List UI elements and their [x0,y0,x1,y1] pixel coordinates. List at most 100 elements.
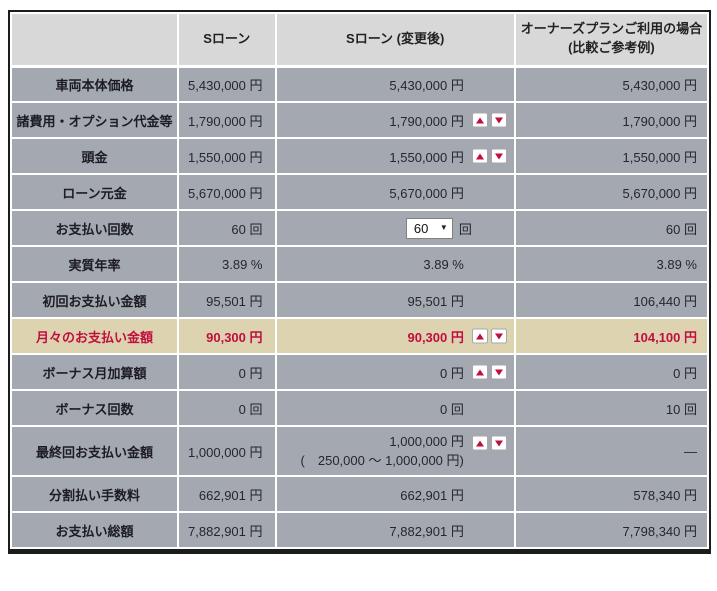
first-payment-owners: 106,440 円 [513,281,710,319]
row-label: 分割払い手数料 [10,475,179,513]
bonus-add-increase-button[interactable] [471,364,488,380]
row-label: 諸費用・オプション代金等 [10,101,179,139]
row-label: ボーナス月加算額 [10,353,179,391]
fees-decrease-button[interactable] [490,112,507,128]
row-label: ボーナス回数 [10,389,179,427]
installment-fee-changed: 662,901 円 [274,475,516,513]
stepper-group [471,112,507,128]
rate-owners: 3.89 % [513,245,710,283]
arrow-up-icon [475,333,484,339]
row-label: 初回お支払い金額 [10,281,179,319]
table-row-interest-rate: 実質年率 3.89 % 3.89 % 3.89 % [10,245,710,283]
fees-changed: 1,790,000 円 [274,101,516,139]
bonus-add-s-loan: 0 円 [176,353,277,391]
principal-changed: 5,670,000 円 [274,173,516,211]
down-payment-owners: 1,550,000 円 [513,137,710,175]
arrow-up-icon [475,117,484,123]
header-owners-line1: オーナーズプランご利用の場合 [520,21,703,37]
header-owners-plan: オーナーズプランご利用の場合 (比較ご参考例) [513,12,710,68]
header-empty-cell [10,12,179,68]
row-label: 車両本体価格 [10,65,179,103]
rate-changed: 3.89 % [274,245,516,283]
row-label: 最終回お支払い金額 [10,425,179,477]
monthly-decrease-button[interactable] [490,328,507,344]
total-owners: 7,798,340 円 [513,511,710,549]
monthly-changed-value: 90,300 円 [407,329,464,345]
payment-count-s-loan: 60 回 [176,209,277,247]
table-row-installment-fee: 分割払い手数料 662,901 円 662,901 円 578,340 円 [10,475,710,513]
bonus-add-changed-value: 0 円 [440,365,464,381]
installment-fee-s-loan: 662,901 円 [176,475,277,513]
rate-s-loan: 3.89 % [176,245,277,283]
payment-count-unit: 回 [458,221,472,237]
bonus-count-changed: 0 回 [274,389,516,427]
fees-s-loan: 1,790,000 円 [176,101,277,139]
table-row-loan-principal: ローン元金 5,670,000 円 5,670,000 円 5,670,000 … [10,173,710,211]
header-s-loan-changed: Sローン (変更後) [274,12,516,68]
down-payment-s-loan: 1,550,000 円 [176,137,277,175]
arrow-down-icon [494,117,503,123]
bonus-add-owners: 0 円 [513,353,710,391]
final-payment-decrease-button[interactable] [490,435,507,451]
fees-increase-button[interactable] [471,112,488,128]
bonus-add-changed: 0 円 [274,353,516,391]
bonus-count-s-loan: 0 回 [176,389,277,427]
payment-count-changed: 60 ▼ 回 [274,209,516,247]
principal-owners: 5,670,000 円 [513,173,710,211]
payment-count-select-value: 60 [413,220,429,236]
header-row: Sローン Sローン (変更後) オーナーズプランご利用の場合 (比較ご参考例) [10,12,710,68]
vehicle-price-changed: 5,430,000 円 [274,65,516,103]
table-row-total-payment: お支払い総額 7,882,901 円 7,882,901 円 7,798,340… [10,511,710,549]
monthly-s-loan: 90,300 円 [176,317,277,355]
monthly-changed: 90,300 円 [274,317,516,355]
fees-owners: 1,790,000 円 [513,101,710,139]
stepper-group [471,148,507,164]
table-row-monthly-payment-highlighted: 月々のお支払い金額 90,300 円 90,300 円 104,100 円 [10,317,710,355]
payment-count-select[interactable]: 60 ▼ [405,217,453,239]
header-owners-line2: (比較ご参考例) [568,40,655,56]
table-row-bonus-addition: ボーナス月加算額 0 円 0 円 0 円 [10,353,710,391]
row-label: 実質年率 [10,245,179,283]
table-row-first-payment: 初回お支払い金額 95,501 円 95,501 円 106,440 円 [10,281,710,319]
final-payment-changed: 1,000,000 円 ( 250,000 ～ 1,000,000 円) [274,425,516,477]
first-payment-s-loan: 95,501 円 [176,281,277,319]
row-label: お支払い回数 [10,209,179,247]
monthly-increase-button[interactable] [471,328,488,344]
chevron-down-icon: ▼ [439,223,448,232]
fees-changed-value: 1,790,000 円 [389,113,464,129]
monthly-owners: 104,100 円 [513,317,710,355]
arrow-down-icon [494,369,503,375]
table-row-payment-count: お支払い回数 60 回 60 ▼ 回 60 回 [10,209,710,247]
bonus-add-decrease-button[interactable] [490,364,507,380]
total-s-loan: 7,882,901 円 [176,511,277,549]
row-label: 月々のお支払い金額 [10,317,179,355]
header-s-loan: Sローン [176,12,277,68]
down-payment-changed-value: 1,550,000 円 [389,149,464,165]
table-row-vehicle-price: 車両本体価格 5,430,000 円 5,430,000 円 5,430,000… [10,65,710,103]
stepper-group [471,435,507,451]
stepper-group [471,328,507,344]
bonus-count-owners: 10 回 [513,389,710,427]
arrow-up-icon [475,440,484,446]
down-payment-decrease-button[interactable] [490,148,507,164]
down-payment-increase-button[interactable] [471,148,488,164]
final-payment-changed-value: 1,000,000 円 [389,433,464,449]
arrow-up-icon [475,153,484,159]
final-payment-owners: — [513,425,710,477]
table-row-down-payment: 頭金 1,550,000 円 1,550,000 円 1,550,000 円 [10,137,710,175]
table-row-fees-options: 諸費用・オプション代金等 1,790,000 円 1,790,000 円 1,7… [10,101,710,139]
stepper-group [471,364,507,380]
row-label: 頭金 [10,137,179,175]
vehicle-price-s-loan: 5,430,000 円 [176,65,277,103]
final-payment-increase-button[interactable] [471,435,488,451]
table-row-final-payment: 最終回お支払い金額 1,000,000 円 1,000,000 円 ( 250,… [10,425,710,477]
final-payment-range: ( 250,000 ～ 1,000,000 円) [300,453,464,468]
arrow-up-icon [475,369,484,375]
row-label: お支払い総額 [10,511,179,549]
down-payment-changed: 1,550,000 円 [274,137,516,175]
total-changed: 7,882,901 円 [274,511,516,549]
arrow-down-icon [494,440,503,446]
installment-fee-owners: 578,340 円 [513,475,710,513]
loan-comparison-table: Sローン Sローン (変更後) オーナーズプランご利用の場合 (比較ご参考例) … [8,10,711,554]
final-payment-s-loan: 1,000,000 円 [176,425,277,477]
